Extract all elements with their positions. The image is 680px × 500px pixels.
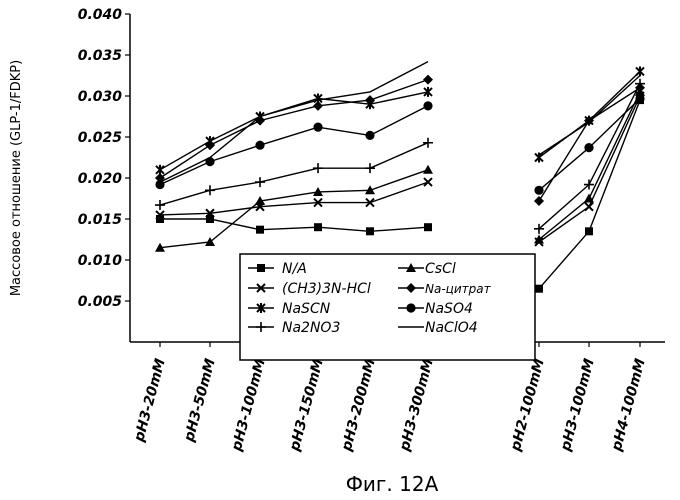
series-naclo4 bbox=[160, 62, 640, 183]
data-point bbox=[585, 227, 593, 235]
y-axis-label: Массовое отношение (GLP-1/FDKP) bbox=[9, 60, 24, 296]
x-tick-label: pH3-150mM bbox=[287, 357, 327, 454]
data-point bbox=[636, 66, 644, 76]
data-point bbox=[584, 143, 593, 152]
x-tick-label: pH2-100mM bbox=[508, 357, 548, 454]
y-tick-label: 0.025 bbox=[78, 130, 123, 146]
data-point bbox=[366, 227, 374, 235]
legend-label: NaSO4 bbox=[425, 301, 473, 317]
x-tick-label: pH4-100mM bbox=[609, 357, 649, 454]
data-point bbox=[205, 140, 215, 150]
y-tick-label: 0.010 bbox=[78, 253, 123, 269]
legend-label: CsCl bbox=[425, 261, 456, 277]
x-tick-label: pH3-300mM bbox=[397, 357, 437, 454]
y-axis: 0.005 0.010 0.015 0.020 0.025 0.030 0.035 0.040 bbox=[78, 7, 130, 342]
series-line bbox=[539, 76, 640, 156]
figure-caption: Фиг. 12А bbox=[346, 472, 439, 496]
data-point bbox=[256, 226, 264, 234]
data-point bbox=[255, 141, 264, 150]
data-point bbox=[155, 200, 165, 210]
x-tick-label: pH3-100mM bbox=[558, 357, 598, 454]
series-line bbox=[160, 182, 428, 215]
y-tick-label: 0.030 bbox=[78, 89, 123, 105]
data-point bbox=[314, 223, 322, 231]
data-point bbox=[365, 163, 375, 173]
legend-label: NaClO4 bbox=[425, 320, 478, 336]
legend-label: (CH3)3N-HCl bbox=[282, 281, 371, 297]
legend-marker bbox=[257, 264, 265, 272]
legend-label: Na2NO3 bbox=[282, 320, 340, 336]
x-tick-label: pH3-50mM bbox=[181, 357, 219, 445]
series-cscl bbox=[155, 87, 645, 252]
x-tick-label: pH3-100mM bbox=[229, 357, 269, 454]
series-line bbox=[160, 219, 428, 231]
series-line bbox=[160, 170, 428, 248]
data-point bbox=[635, 94, 644, 103]
series-na-цитрат bbox=[155, 75, 645, 206]
y-tick-label: 0.015 bbox=[78, 212, 123, 228]
legend: N/A (CH3)3N-HCl NaSCN Na2NO3 CsCl Na-цитрат Na… bbox=[240, 254, 535, 360]
data-point bbox=[423, 75, 433, 85]
data-point bbox=[424, 223, 432, 231]
legend-label: Na-цитрат bbox=[425, 282, 492, 296]
data-point bbox=[423, 165, 433, 174]
y-tick-label: 0.020 bbox=[78, 171, 123, 187]
series-line bbox=[160, 62, 428, 183]
x-tick-label: pH3-200mM bbox=[339, 357, 379, 454]
x-tick-label: pH3-20mM bbox=[131, 357, 169, 445]
legend-marker bbox=[406, 303, 415, 312]
data-point bbox=[255, 177, 265, 187]
legend-label: NaSCN bbox=[282, 301, 331, 317]
data-point bbox=[534, 186, 543, 195]
series-line bbox=[160, 92, 428, 170]
data-point bbox=[423, 138, 433, 148]
data-point bbox=[423, 101, 432, 110]
data-point bbox=[535, 285, 543, 293]
y-tick-label: 0.035 bbox=[78, 48, 123, 64]
y-tick-label: 0.040 bbox=[78, 7, 123, 23]
legend-label: N/A bbox=[282, 261, 307, 277]
data-point bbox=[365, 131, 374, 140]
data-point bbox=[313, 163, 323, 173]
data-point bbox=[205, 185, 215, 195]
y-tick-label: 0.005 bbox=[78, 294, 123, 310]
data-point bbox=[424, 178, 432, 186]
series-line bbox=[160, 106, 428, 185]
data-point bbox=[313, 123, 322, 132]
series-line bbox=[160, 80, 428, 178]
data-point bbox=[534, 196, 544, 206]
data-point bbox=[585, 203, 593, 211]
